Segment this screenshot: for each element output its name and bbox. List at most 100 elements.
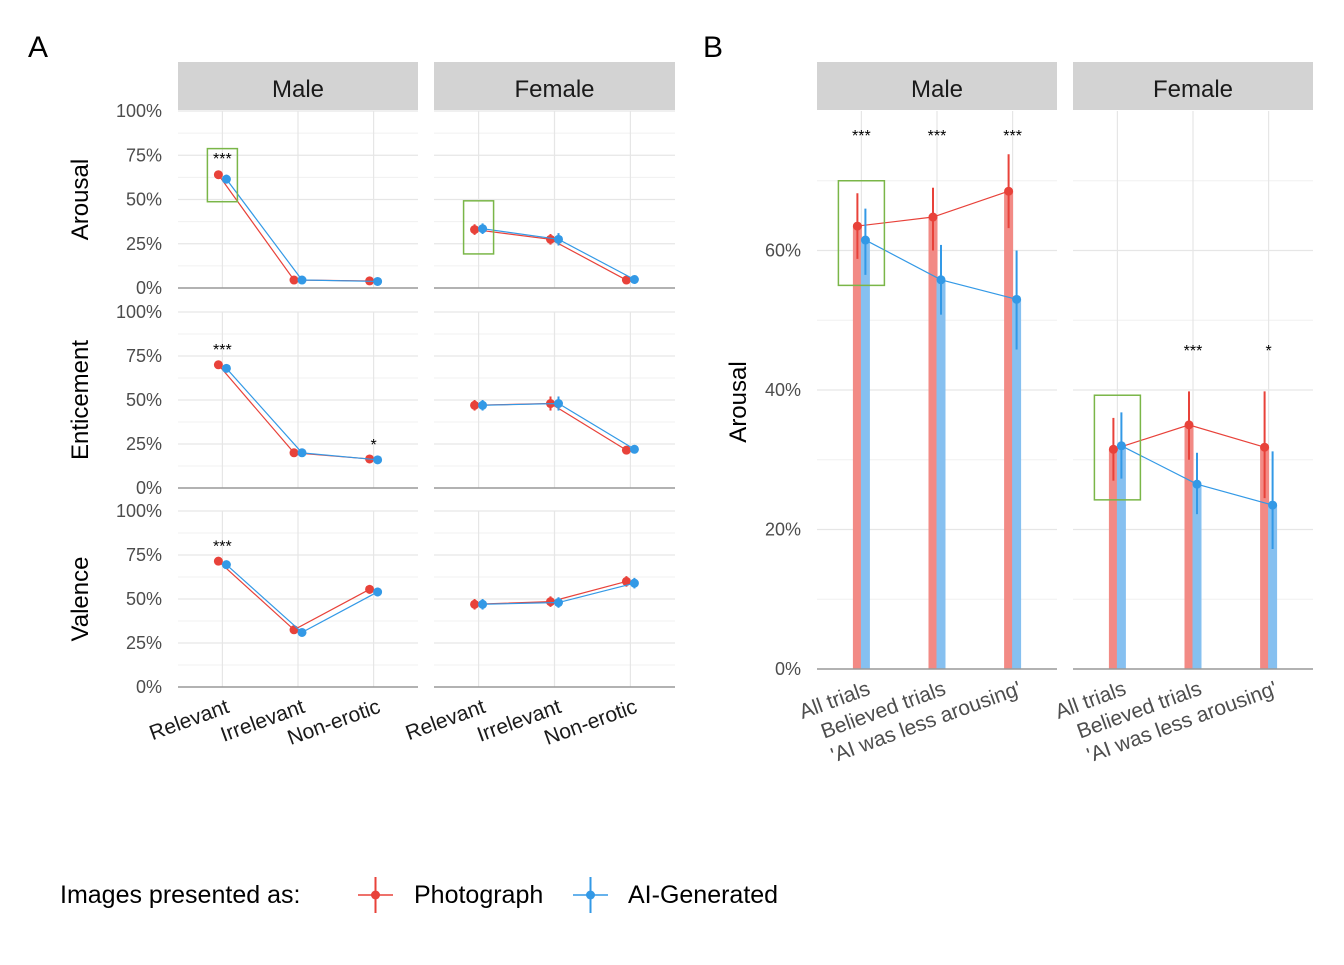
legend-ai-generated-point	[586, 890, 595, 900]
gridlines-valence-female	[434, 510, 675, 687]
point-ai-generated-valence-male-0	[221, 560, 231, 570]
highlight-box-b-male	[837, 180, 886, 287]
bar-ai-generated-female-1	[1192, 484, 1202, 669]
point-photograph-b-male-1	[928, 212, 938, 222]
panel-b-tag: B	[703, 31, 723, 64]
significance-b-male-1: ***	[928, 128, 947, 145]
line-photograph-enticement-male	[217, 364, 370, 460]
point-ai-generated-enticement-female-2	[629, 444, 639, 454]
panel-a-chart: A Male Female Arousal 100% 75% 50% 25% 0% *** Enti…	[28, 31, 675, 750]
y-tick-valence-0: 100%	[116, 501, 162, 521]
point-photograph-b-male-2	[1004, 186, 1014, 196]
legend-photograph-label: Photograph	[414, 881, 543, 909]
y-title-arousal: Arousal	[67, 159, 94, 240]
highlight-box-arousal-male	[206, 147, 239, 203]
bar-photograph-female-2	[1260, 447, 1270, 669]
bar-photograph-male-2	[1004, 191, 1014, 669]
bar-ai-generated-male-1	[936, 279, 946, 669]
point-ai-generated-arousal-female-1	[554, 234, 563, 244]
point-photograph-b-female-2	[1260, 442, 1270, 452]
point-photograph-enticement-male-0	[213, 360, 223, 370]
bar-ai-generated-female-2	[1268, 505, 1278, 669]
y-title-valence: Valence	[67, 557, 94, 642]
point-ai-generated-b-male-0	[860, 235, 870, 245]
y-tick-b-1: 40%	[765, 380, 801, 400]
legend-ai-generated-label: AI-Generated	[628, 881, 778, 909]
bar-photograph-female-1	[1184, 424, 1194, 669]
point-photograph-enticement-male-1	[289, 448, 299, 458]
point-photograph-arousal-male-0	[213, 170, 223, 180]
point-photograph-enticement-female-0	[470, 400, 480, 410]
point-ai-generated-valence-female-1	[554, 598, 563, 608]
significance-b-female-1: ***	[1184, 343, 1203, 360]
line-photograph-arousal-male	[217, 174, 370, 282]
gridlines-enticement-male	[178, 311, 418, 488]
point-photograph-arousal-female-2	[621, 275, 631, 285]
point-ai-generated-arousal-male-0	[221, 174, 231, 184]
line-ai-generated-enticement-male	[225, 367, 378, 461]
panel-a-tag: A	[28, 31, 48, 64]
legend: Images presented as: Photograph AI-Gener…	[60, 877, 778, 913]
point-photograph-arousal-female-0	[470, 225, 480, 235]
point-photograph-arousal-male-1	[289, 275, 299, 285]
point-ai-generated-valence-male-2	[373, 587, 383, 597]
point-ai-generated-b-male-1	[936, 275, 946, 285]
y-tick-valence-2: 50%	[126, 589, 162, 609]
bar-ai-generated-female-0	[1116, 445, 1126, 669]
x-tick-a-female-relevant: Relevant	[403, 695, 489, 745]
legend-item-ai-generated: AI-Generated	[573, 877, 778, 913]
y-tick-enticement-3: 25%	[126, 434, 162, 454]
y-tick-enticement-4: 0%	[136, 478, 162, 498]
point-ai-generated-enticement-male-0	[221, 363, 231, 373]
point-ai-generated-valence-male-1	[297, 627, 307, 637]
point-photograph-valence-male-1	[289, 625, 299, 635]
point-ai-generated-arousal-male-1	[297, 275, 307, 285]
facet-label-a-male: Male	[272, 76, 324, 103]
y-tick-enticement-1: 75%	[126, 346, 162, 366]
point-ai-generated-b-female-1	[1192, 479, 1202, 489]
facet-label-b-female: Female	[1153, 76, 1233, 103]
legend-photograph-point	[371, 890, 380, 900]
y-tick-enticement-2: 50%	[126, 390, 162, 410]
gridlines-enticement-female	[434, 311, 675, 488]
point-photograph-b-female-0	[1108, 444, 1118, 454]
highlight-box-b-female	[1093, 394, 1142, 501]
point-ai-generated-enticement-female-1	[554, 399, 563, 409]
y-tick-valence-4: 0%	[136, 677, 162, 697]
bar-photograph-female-0	[1108, 449, 1118, 669]
line-photograph-valence-male	[217, 560, 370, 631]
point-photograph-b-female-1	[1184, 420, 1194, 430]
y-tick-b-2: 20%	[765, 520, 801, 540]
y-title-enticement: Enticement	[67, 340, 94, 460]
point-photograph-valence-female-2	[621, 576, 631, 586]
point-photograph-arousal-female-1	[546, 234, 555, 244]
y-tick-valence-1: 75%	[126, 545, 162, 565]
significance-enticement-male-0: ***	[213, 342, 232, 359]
gridlines-arousal-female	[434, 110, 675, 288]
facet-label-b-male: Male	[911, 76, 963, 103]
significance-b-female-2: *	[1265, 343, 1271, 360]
point-photograph-b-male-0	[852, 221, 862, 231]
facet-strip-b-female	[1073, 62, 1313, 110]
facet-strip-a-male	[178, 62, 418, 110]
point-photograph-valence-male-0	[213, 556, 223, 566]
y-tick-arousal-1: 75%	[126, 145, 162, 165]
gridlines-valence-male	[178, 510, 418, 687]
y-tick-enticement-0: 100%	[116, 302, 162, 322]
point-ai-generated-valence-female-2	[629, 578, 639, 588]
y-tick-arousal-4: 0%	[136, 278, 162, 298]
significance-arousal-male-0: ***	[213, 151, 232, 168]
point-photograph-valence-female-1	[546, 597, 555, 607]
legend-item-photograph: Photograph	[358, 877, 543, 913]
facet-strip-b-male	[817, 62, 1057, 110]
significance-valence-male-0: ***	[213, 539, 232, 556]
point-ai-generated-b-female-2	[1268, 500, 1278, 510]
point-photograph-enticement-female-2	[621, 445, 631, 455]
point-ai-generated-enticement-female-0	[478, 400, 488, 410]
y-tick-valence-3: 25%	[126, 633, 162, 653]
bar-ai-generated-male-2	[1012, 299, 1022, 669]
y-tick-arousal-2: 50%	[126, 190, 162, 210]
y-tick-b-3: 0%	[775, 659, 801, 679]
